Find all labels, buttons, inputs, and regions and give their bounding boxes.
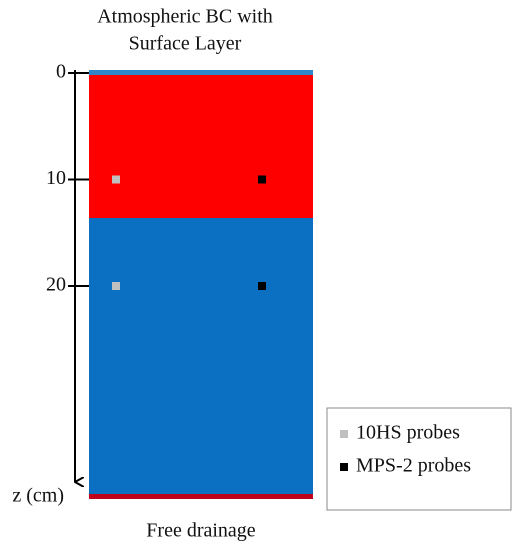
probe — [112, 282, 120, 290]
bottom-label: Free drainage — [146, 520, 256, 542]
probe — [112, 175, 120, 184]
tick-label: 0 — [56, 61, 66, 83]
legend-swatch — [340, 430, 348, 438]
legend-label: MPS-2 probes — [356, 455, 471, 477]
dynamic-layer: 0 10 20 10HS probes MPS-2 probes — [46, 61, 471, 477]
probe — [258, 282, 266, 290]
legend-swatch — [340, 463, 348, 471]
upper-layer — [89, 75, 313, 218]
bottom-boundary — [89, 494, 313, 499]
legend-box — [326, 407, 512, 511]
probe — [258, 175, 266, 184]
tick-label: 20 — [46, 274, 66, 296]
axis-label: z (cm) — [12, 485, 64, 507]
surface-layer — [89, 70, 313, 75]
title-line: Atmospheric BC with — [97, 6, 273, 28]
lower-layer — [89, 218, 313, 494]
tick-label: 10 — [46, 167, 66, 189]
title-line: Surface Layer — [129, 33, 242, 55]
legend-label: 10HS probes — [356, 422, 460, 444]
